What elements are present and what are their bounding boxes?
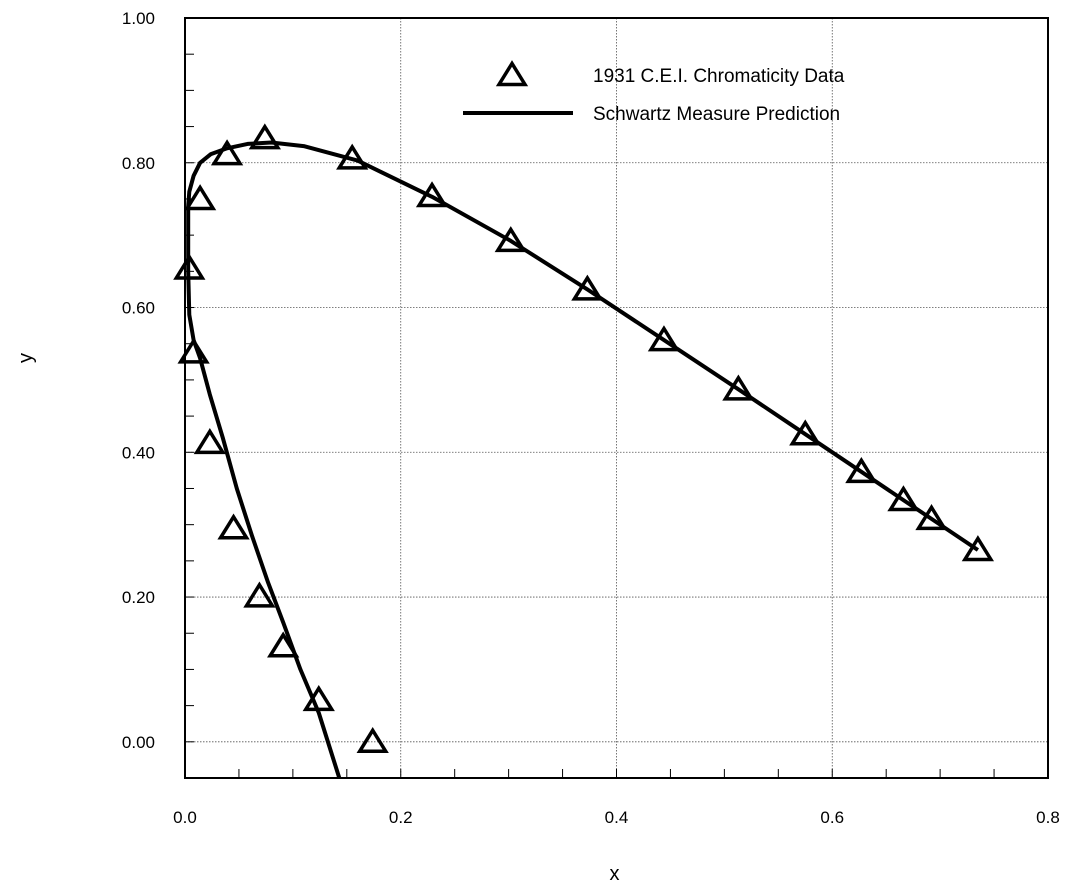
data-point-triangle <box>302 685 335 712</box>
y-tick-label: 0.40 <box>122 443 155 462</box>
y-tick-label: 0.60 <box>122 299 155 318</box>
legend: 1931 C.E.I. Chromaticity Data Schwartz Me… <box>463 60 845 125</box>
data-point-triangle <box>571 274 604 301</box>
x-tick-label: 0.8 <box>1036 808 1060 827</box>
plot-frame <box>184 17 1049 779</box>
data-point-triangle <box>961 535 995 562</box>
data-point-triangle <box>336 143 369 170</box>
data-point-triangle <box>248 123 281 150</box>
y-tick-label: 0.80 <box>122 154 155 173</box>
prediction-line <box>186 140 980 779</box>
data-point-triangle <box>722 374 755 401</box>
data-point-triangle <box>494 226 527 253</box>
data-point-triangle <box>217 513 250 540</box>
data-point-triangle <box>647 325 681 352</box>
data-point-triangle <box>887 485 920 512</box>
legend-label: 1931 C.E.I. Chromaticity Data <box>593 66 845 87</box>
data-point-triangle <box>415 181 449 208</box>
legend-triangle-marker <box>495 60 529 87</box>
data-point-triangle <box>173 253 206 280</box>
data-point-triangle <box>210 139 244 166</box>
x-tick-label: 0.6 <box>820 808 844 827</box>
data-point-triangle <box>915 504 948 531</box>
y-tick-label: 0.00 <box>122 733 155 752</box>
y-tick-label: 0.20 <box>122 588 155 607</box>
y-tick-label: 1.00 <box>122 9 155 28</box>
x-tick-label: 0.4 <box>605 808 629 827</box>
legend-label: Schwartz Measure Prediction <box>593 104 840 125</box>
x-tick-label: 0.0 <box>173 808 197 827</box>
data-point-triangle <box>177 337 210 364</box>
data-point-triangle <box>243 581 276 608</box>
data-point-triangle <box>356 726 389 754</box>
x-axis-title: x <box>610 863 620 885</box>
data-point-triangle <box>267 631 300 658</box>
data-point-triangle <box>845 457 878 484</box>
data-point-triangle <box>183 184 217 211</box>
data-point-triangle <box>193 428 226 455</box>
series <box>173 123 995 779</box>
grid <box>185 18 1048 778</box>
minor-ticks <box>184 17 1049 779</box>
data-point-triangle <box>789 419 822 446</box>
x-tick-label: 0.2 <box>389 808 413 827</box>
y-axis-title: y <box>15 353 37 363</box>
tick-labels: 0.0 0.2 0.4 0.6 0.8 0.00 0.20 0.40 0.60 0.80 1.00 <box>122 9 1060 827</box>
